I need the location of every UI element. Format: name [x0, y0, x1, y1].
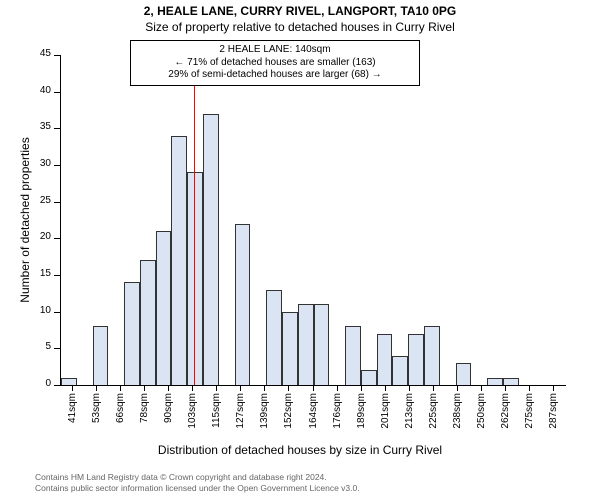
x-tick [168, 385, 169, 391]
y-tick-label: 5 [26, 341, 51, 352]
x-tick-label: 262sqm [500, 393, 511, 429]
x-tick [553, 385, 554, 391]
histogram-bar [156, 231, 172, 385]
footer-line1: Contains HM Land Registry data © Crown c… [35, 472, 360, 483]
y-tick-label: 35 [26, 121, 51, 132]
x-tick-label: 201sqm [380, 393, 391, 429]
histogram-bar [187, 172, 203, 385]
histogram-bar [392, 356, 408, 385]
x-tick [144, 385, 145, 391]
y-tick-label: 30 [26, 158, 51, 169]
x-tick [120, 385, 121, 391]
histogram-bar [124, 282, 140, 385]
x-tick [313, 385, 314, 391]
y-tick [54, 238, 60, 239]
footer-text: Contains HM Land Registry data © Crown c… [35, 472, 360, 494]
x-tick-label: 53sqm [91, 393, 102, 423]
chart-title-line1: 2, HEALE LANE, CURRY RIVEL, LANGPORT, TA… [0, 4, 600, 18]
annotation-line1: 2 HEALE LANE: 140sqm [137, 44, 413, 57]
y-tick [54, 275, 60, 276]
histogram-bar [361, 370, 377, 385]
y-axis-label: Number of detached properties [18, 120, 32, 320]
x-tick [505, 385, 506, 391]
y-tick-label: 0 [26, 378, 51, 389]
histogram-bar [456, 363, 472, 385]
x-tick-label: 115sqm [211, 393, 222, 428]
y-tick [54, 165, 60, 166]
histogram-bar [282, 312, 298, 385]
x-tick [337, 385, 338, 391]
x-tick [240, 385, 241, 391]
histogram-bar [171, 136, 187, 385]
x-tick [216, 385, 217, 391]
x-tick [72, 385, 73, 391]
y-tick-label: 20 [26, 231, 51, 242]
x-tick-label: 90sqm [163, 393, 174, 423]
y-tick [54, 348, 60, 349]
histogram-bar [345, 326, 361, 385]
reference-line [194, 55, 195, 385]
x-tick-label: 78sqm [139, 393, 150, 423]
x-tick-label: 66sqm [115, 393, 126, 423]
x-tick-label: 41sqm [67, 393, 78, 423]
x-tick [457, 385, 458, 391]
x-axis-label: Distribution of detached houses by size … [0, 443, 600, 457]
annotation-line3: 29% of semi-detached houses are larger (… [137, 69, 413, 82]
histogram-bar [487, 378, 503, 385]
x-tick [529, 385, 530, 391]
chart-title-line2: Size of property relative to detached ho… [0, 20, 600, 34]
x-tick-label: 176sqm [332, 393, 343, 429]
y-tick-label: 45 [26, 48, 51, 59]
y-tick [54, 312, 60, 313]
histogram-bar [140, 260, 156, 385]
y-tick [54, 55, 60, 56]
histogram-bar [61, 378, 77, 385]
histogram-bar [377, 334, 393, 385]
chart-container: 2, HEALE LANE, CURRY RIVEL, LANGPORT, TA… [0, 0, 600, 500]
y-tick [54, 202, 60, 203]
annotation-box: 2 HEALE LANE: 140sqm ← 71% of detached h… [130, 40, 420, 86]
y-tick-label: 25 [26, 195, 51, 206]
x-tick-label: 164sqm [308, 393, 319, 429]
x-tick-label: 275sqm [524, 393, 535, 429]
histogram-bar [424, 326, 440, 385]
histogram-bar [314, 304, 330, 385]
x-tick [361, 385, 362, 391]
y-tick [54, 385, 60, 386]
y-tick-label: 10 [26, 305, 51, 316]
x-tick [385, 385, 386, 391]
x-tick [433, 385, 434, 391]
x-tick [288, 385, 289, 391]
histogram-bar [235, 224, 251, 385]
x-tick [192, 385, 193, 391]
x-tick-label: 152sqm [283, 393, 294, 429]
x-tick-label: 250sqm [476, 393, 487, 429]
y-tick [54, 128, 60, 129]
x-tick-label: 189sqm [356, 393, 367, 429]
x-tick-label: 287sqm [548, 393, 559, 429]
histogram-bar [93, 326, 109, 385]
y-tick [54, 92, 60, 93]
x-tick-label: 103sqm [187, 393, 198, 429]
x-tick-label: 127sqm [235, 393, 246, 429]
y-tick-label: 40 [26, 85, 51, 96]
x-tick [409, 385, 410, 391]
footer-line2: Contains public sector information licen… [35, 483, 360, 494]
x-tick-label: 139sqm [259, 393, 270, 429]
histogram-bar [408, 334, 424, 385]
plot-area [60, 55, 566, 386]
x-tick-label: 213sqm [404, 393, 415, 429]
x-tick [96, 385, 97, 391]
histogram-bar [266, 290, 282, 385]
y-tick-label: 15 [26, 268, 51, 279]
x-tick [481, 385, 482, 391]
histogram-bar [298, 304, 314, 385]
histogram-bar [203, 114, 219, 385]
annotation-line2: ← 71% of detached houses are smaller (16… [137, 57, 413, 70]
x-tick-label: 238sqm [452, 393, 463, 429]
x-tick-label: 225sqm [428, 393, 439, 429]
histogram-bar [503, 378, 519, 385]
x-tick [264, 385, 265, 391]
